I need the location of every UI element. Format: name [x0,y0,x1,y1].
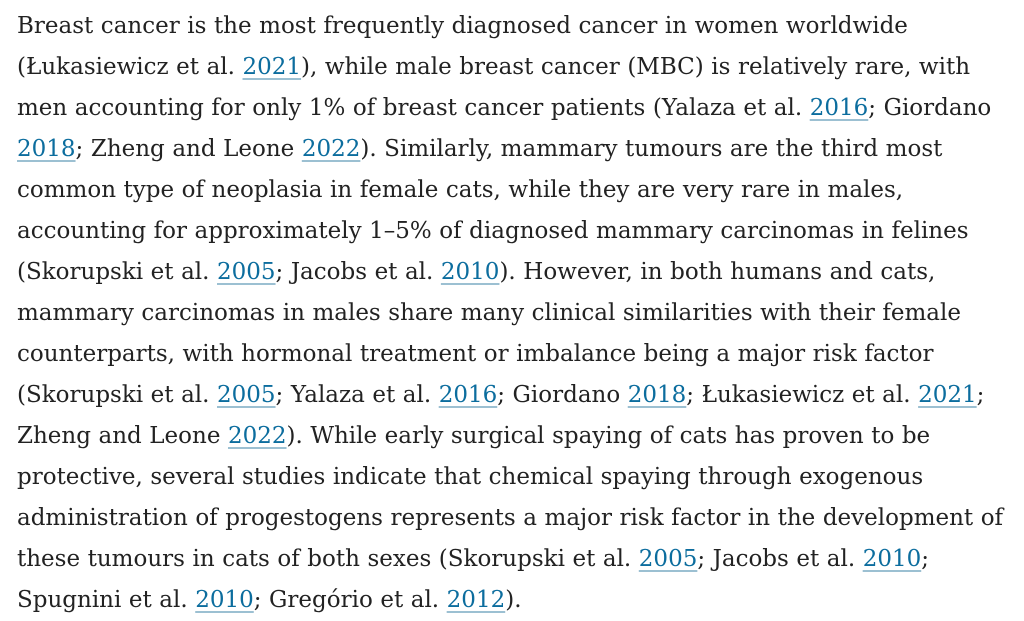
paragraph-text-segment: ; Yalaza et al. [275,382,439,408]
paragraph-text-segment: ; Zheng and Leone [17,382,985,449]
paragraph-text-segment: ; Giordano [497,382,628,408]
article-paragraph: Breast cancer is the most frequently dia… [17,6,1008,621]
paragraph-text-segment: ). Similarly, mammary tumours are the th… [17,136,969,285]
paragraph-text-segment: ; Jacobs et al. [275,259,441,285]
citation-link-2010[interactable]: 2010 [195,587,254,613]
paragraph-text-segment: ; Zheng and Leone [75,136,302,162]
citation-link-2022[interactable]: 2022 [227,423,287,449]
citation-link-2010[interactable]: 2010 [440,259,500,285]
paragraph-text-segment: ). However, in both humans and cats, mam… [17,259,961,408]
citation-link-2018[interactable]: 2018 [17,136,76,162]
citation-link-2016[interactable]: 2016 [438,382,498,408]
paragraph-text-segment: ). [505,587,522,613]
paragraph-text-segment: ; Łukasiewicz et al. [686,382,919,408]
citation-link-2022[interactable]: 2022 [301,136,361,162]
citation-link-2012[interactable]: 2012 [446,587,506,613]
paragraph-text-segment: ; Jacobs et al. [697,546,863,572]
citation-link-2018[interactable]: 2018 [627,382,687,408]
paragraph-text-segment: ), while male breast cancer (MBC) is rel… [17,54,971,121]
paragraph-text-segment: ; Giordano [868,95,992,121]
citation-link-2021[interactable]: 2021 [242,54,302,80]
citation-link-2005[interactable]: 2005 [217,382,276,408]
citation-link-2005[interactable]: 2005 [217,259,276,285]
paragraph-text-segment: Breast cancer is the most frequently dia… [17,13,908,80]
paragraph-text-segment: ). While early surgical spaying of cats … [17,423,1004,572]
citation-link-2016[interactable]: 2016 [809,95,869,121]
citation-link-2005[interactable]: 2005 [638,546,698,572]
citation-link-2010[interactable]: 2010 [862,546,922,572]
paragraph-text-segment: ; Gregório et al. [253,587,447,613]
citation-link-2021[interactable]: 2021 [918,382,977,408]
